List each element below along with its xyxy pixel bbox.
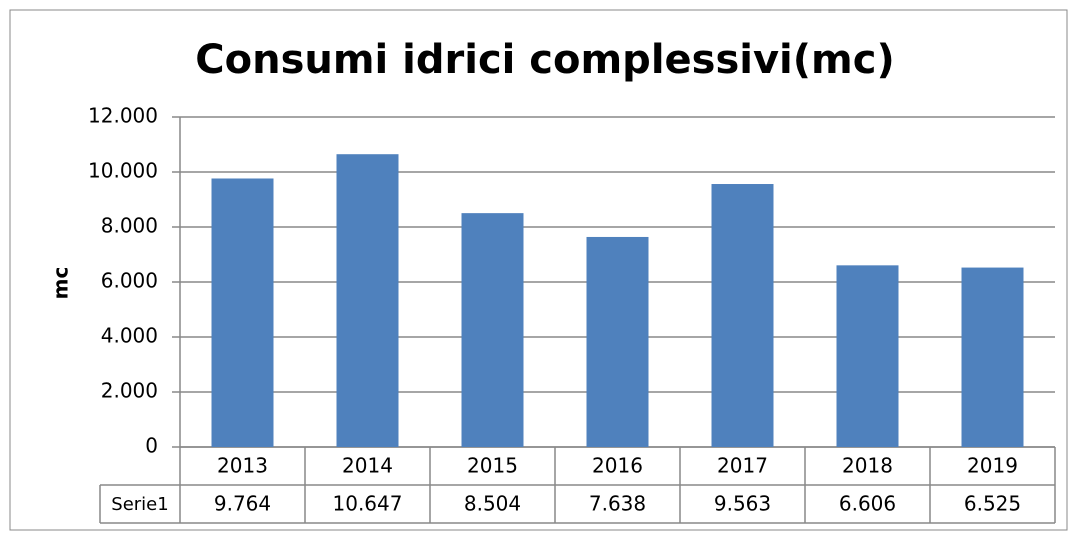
bar bbox=[961, 267, 1024, 447]
data-label: 6.525 bbox=[964, 492, 1021, 516]
x-tick-label: 2019 bbox=[967, 454, 1018, 478]
x-tick-label: 2017 bbox=[717, 454, 768, 478]
bar bbox=[211, 178, 274, 448]
y-tick-label: 0 bbox=[145, 434, 158, 458]
chart-border bbox=[9, 9, 1068, 531]
chart-title: Consumi idrici complessivi(mc) bbox=[195, 37, 894, 83]
bar bbox=[711, 184, 774, 447]
y-tick-label: 4.000 bbox=[101, 324, 158, 348]
x-tick-label: 2013 bbox=[217, 454, 268, 478]
y-tick-label: 10.000 bbox=[88, 159, 158, 183]
x-tick-label: 2018 bbox=[842, 454, 893, 478]
x-tick-label: 2014 bbox=[342, 454, 393, 478]
y-tick-label: 2.000 bbox=[101, 379, 158, 403]
y-axis-label: mc bbox=[49, 267, 73, 300]
bar bbox=[461, 213, 524, 447]
y-tick-label: 6.000 bbox=[101, 269, 158, 293]
data-label: 7.638 bbox=[589, 492, 646, 516]
bar bbox=[836, 265, 899, 447]
bar bbox=[586, 236, 649, 447]
data-label: 10.647 bbox=[333, 492, 403, 516]
y-tick-label: 8.000 bbox=[101, 214, 158, 238]
data-label: 6.606 bbox=[839, 492, 896, 516]
bar bbox=[336, 154, 399, 447]
legend-label: Serie1 bbox=[111, 494, 168, 515]
x-tick-label: 2015 bbox=[467, 454, 518, 478]
data-label: 9.764 bbox=[214, 492, 271, 516]
data-label: 8.504 bbox=[464, 492, 521, 516]
y-tick-label: 12.000 bbox=[88, 104, 158, 128]
data-label: 9.563 bbox=[714, 492, 771, 516]
x-tick-label: 2016 bbox=[592, 454, 643, 478]
